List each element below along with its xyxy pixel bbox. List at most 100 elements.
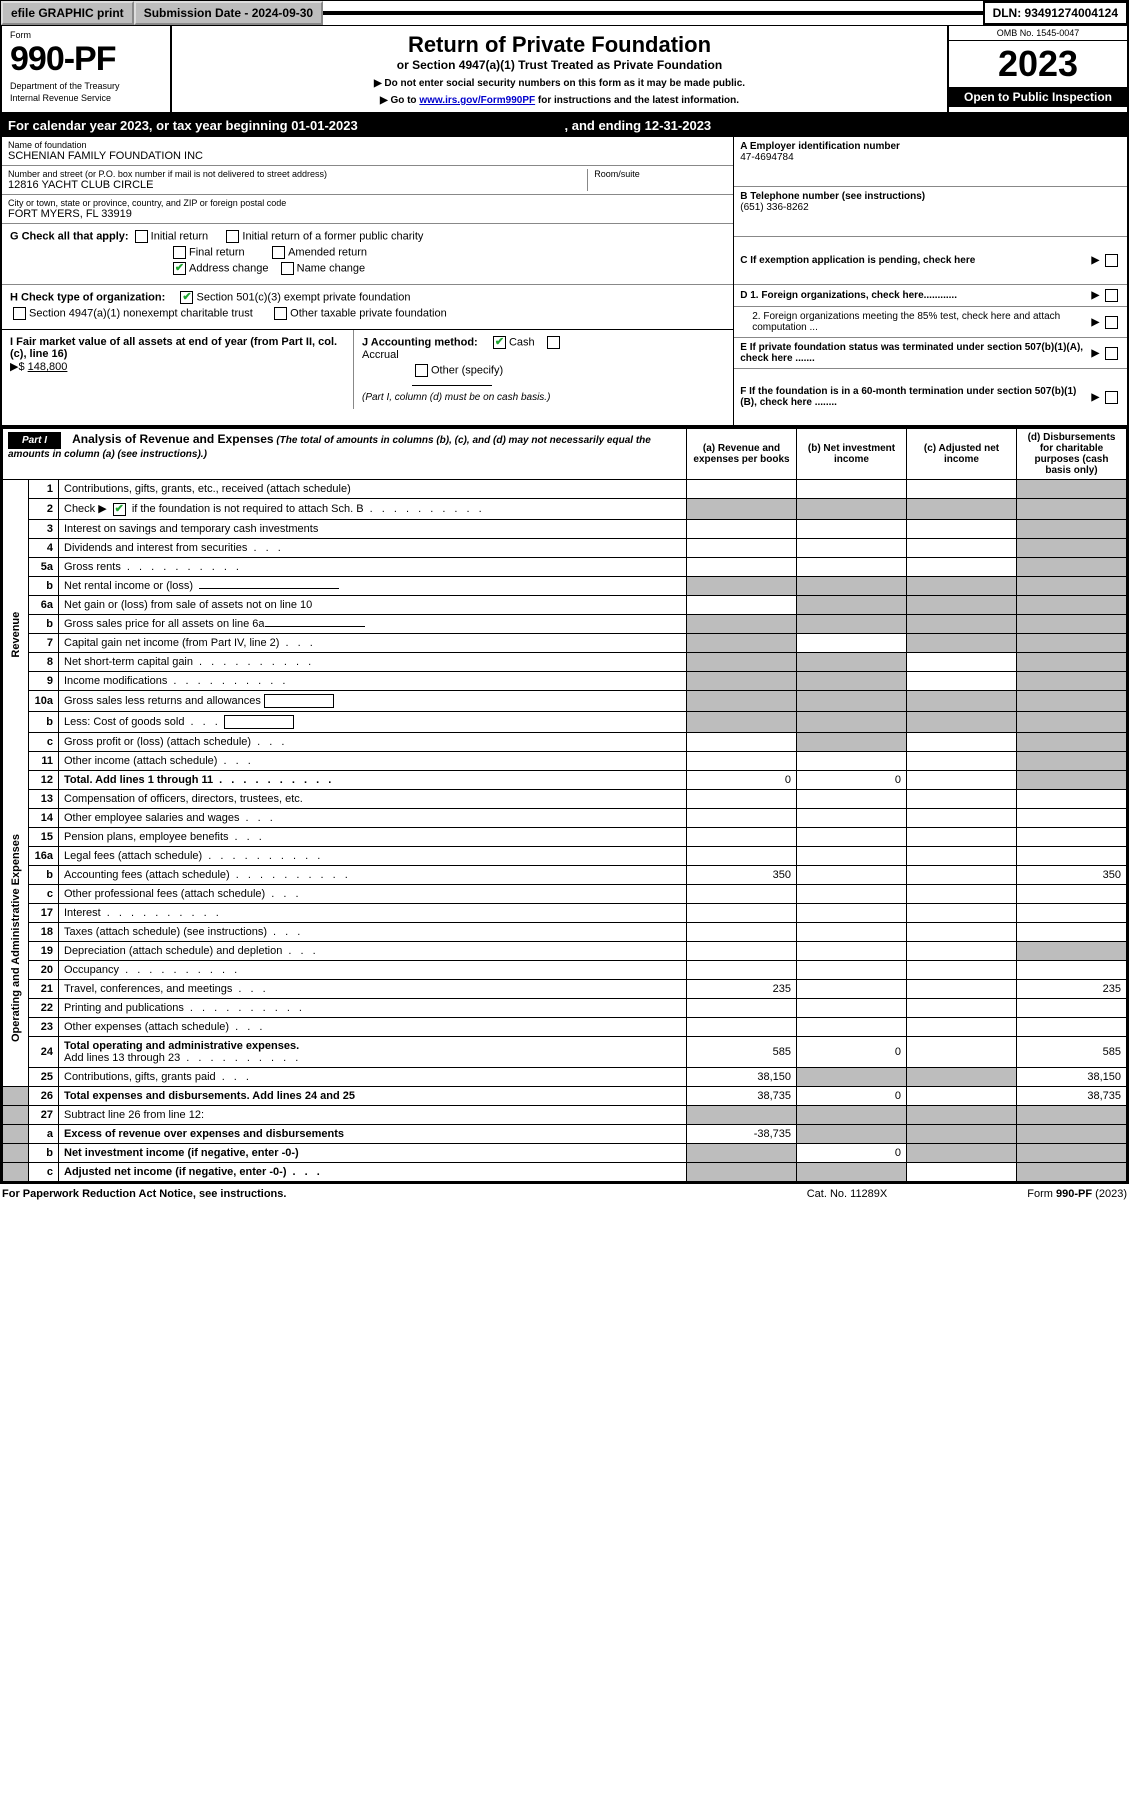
checkbox-other-taxable[interactable] bbox=[274, 307, 287, 320]
section-i-j: I Fair market value of all assets at end… bbox=[2, 329, 733, 409]
line-22: Printing and publications bbox=[59, 998, 687, 1017]
line-9: Income modifications bbox=[59, 671, 687, 690]
j-cash: Cash bbox=[509, 336, 535, 348]
j-other: Other (specify) bbox=[431, 364, 503, 376]
val-27b: 0 bbox=[797, 1143, 907, 1162]
col-d-header: (d) Disbursements for charitable purpose… bbox=[1017, 428, 1127, 480]
g-label: G Check all that apply: bbox=[10, 230, 129, 242]
goto-post: for instructions and the latest informat… bbox=[535, 95, 739, 106]
line-10c: Gross profit or (loss) (attach schedule) bbox=[59, 732, 687, 751]
year-box: OMB No. 1545-0047 2023 Open to Public In… bbox=[947, 26, 1127, 112]
part-i-title: Analysis of Revenue and Expenses bbox=[72, 432, 273, 446]
a-ein-value: 47-4694784 bbox=[740, 152, 793, 163]
checkbox-cash[interactable] bbox=[493, 336, 506, 349]
j-accrual: Accrual bbox=[362, 349, 399, 361]
catalog-number: Cat. No. 11289X bbox=[747, 1188, 947, 1200]
checkbox-accrual[interactable] bbox=[547, 336, 560, 349]
note-goto: ▶ Go to www.irs.gov/Form990PF for instru… bbox=[182, 95, 937, 106]
line-27c: Adjusted net income (if negative, enter … bbox=[59, 1162, 687, 1181]
checkbox-final-return[interactable] bbox=[173, 246, 186, 259]
checkbox-e[interactable] bbox=[1105, 347, 1118, 360]
foundation-name-label: Name of foundation bbox=[8, 140, 727, 150]
j-label: J Accounting method: bbox=[362, 336, 478, 348]
val-26b: 0 bbox=[797, 1086, 907, 1105]
line-15: Pension plans, employee benefits bbox=[59, 827, 687, 846]
line-25: Contributions, gifts, grants paid bbox=[59, 1067, 687, 1086]
checkbox-d2[interactable] bbox=[1105, 316, 1118, 329]
tax-year-begin: For calendar year 2023, or tax year begi… bbox=[8, 118, 565, 133]
dept-treasury: Department of the Treasury bbox=[10, 81, 162, 91]
part-i-table: Part I Analysis of Revenue and Expenses … bbox=[2, 427, 1127, 1182]
line-24: Total operating and administrative expen… bbox=[59, 1036, 687, 1067]
checkbox-c[interactable] bbox=[1105, 254, 1118, 267]
line-6b: Gross sales price for all assets on line… bbox=[59, 614, 687, 633]
h-label: H Check type of organization: bbox=[10, 291, 165, 303]
open-to-public: Open to Public Inspection bbox=[949, 87, 1127, 107]
checkbox-501c3[interactable] bbox=[180, 291, 193, 304]
tax-year: 2023 bbox=[949, 41, 1127, 87]
note-ssn: ▶ Do not enter social security numbers o… bbox=[182, 78, 937, 89]
line-3: Interest on savings and temporary cash i… bbox=[59, 519, 687, 538]
arrow-icon: ▶ bbox=[1092, 348, 1102, 359]
a-ein-label: A Employer identification number bbox=[740, 141, 900, 152]
arrow-icon: ▶ bbox=[1092, 392, 1102, 403]
g-initial: Initial return bbox=[151, 230, 208, 242]
checkbox-f[interactable] bbox=[1105, 391, 1118, 404]
line-4: Dividends and interest from securities bbox=[59, 538, 687, 557]
form-subtitle: or Section 4947(a)(1) Trust Treated as P… bbox=[182, 58, 937, 72]
b-phone-value: (651) 336-8262 bbox=[740, 202, 808, 213]
top-bar: efile GRAPHIC print Submission Date - 20… bbox=[0, 0, 1129, 26]
b-phone-label: B Telephone number (see instructions) bbox=[740, 191, 925, 202]
line-16b: Accounting fees (attach schedule) bbox=[59, 865, 687, 884]
calendar-year-row: For calendar year 2023, or tax year begi… bbox=[0, 114, 1129, 137]
checkbox-initial-return[interactable] bbox=[135, 230, 148, 243]
val-16b-a: 350 bbox=[687, 865, 797, 884]
line-14: Other employee salaries and wages bbox=[59, 808, 687, 827]
line-21: Travel, conferences, and meetings bbox=[59, 979, 687, 998]
dln-label: DLN: 93491274004124 bbox=[983, 1, 1128, 25]
line-19: Depreciation (attach schedule) and deple… bbox=[59, 941, 687, 960]
line-20: Occupancy bbox=[59, 960, 687, 979]
revenue-side-label: Revenue bbox=[3, 480, 29, 790]
foundation-name: SCHENIAN FAMILY FOUNDATION INC bbox=[8, 150, 727, 162]
topbar-spacer bbox=[323, 11, 982, 15]
g-amended: Amended return bbox=[288, 246, 367, 258]
i-label: I Fair market value of all assets at end… bbox=[10, 336, 337, 360]
form-title: Return of Private Foundation bbox=[182, 32, 937, 58]
line-7: Capital gain net income (from Part IV, l… bbox=[59, 633, 687, 652]
val-24d: 585 bbox=[1017, 1036, 1127, 1067]
efile-graphic-print-button[interactable]: efile GRAPHIC print bbox=[1, 1, 134, 25]
col-b-header: (b) Net investment income bbox=[797, 428, 907, 480]
val-25a: 38,150 bbox=[687, 1067, 797, 1086]
line-5a: Gross rents bbox=[59, 557, 687, 576]
h-trust: Section 4947(a)(1) nonexempt charitable … bbox=[29, 307, 253, 319]
line-5b: Net rental income or (loss) bbox=[59, 576, 687, 595]
address-value: 12816 YACHT CLUB CIRCLE bbox=[8, 179, 587, 191]
checkbox-sch-b[interactable] bbox=[113, 503, 126, 516]
val-21a: 235 bbox=[687, 979, 797, 998]
part-i-label: Part I bbox=[8, 432, 61, 449]
line-23: Other expenses (attach schedule) bbox=[59, 1017, 687, 1036]
d1-foreign-org: D 1. Foreign organizations, check here..… bbox=[740, 290, 1091, 301]
checkbox-address-change[interactable] bbox=[173, 262, 186, 275]
e-terminated: E If private foundation status was termi… bbox=[740, 342, 1091, 364]
val-12b: 0 bbox=[797, 770, 907, 789]
entity-info: Name of foundation SCHENIAN FAMILY FOUND… bbox=[0, 137, 1129, 427]
page-footer: For Paperwork Reduction Act Notice, see … bbox=[0, 1182, 1129, 1204]
checkbox-name-change[interactable] bbox=[281, 262, 294, 275]
city-cell: City or town, state or province, country… bbox=[2, 195, 733, 224]
form-number-box: Form 990-PF Department of the Treasury I… bbox=[2, 26, 172, 112]
form-footer-id: Form 990-PF (2023) bbox=[947, 1188, 1127, 1200]
val-16b-d: 350 bbox=[1017, 865, 1127, 884]
line-18: Taxes (attach schedule) (see instruction… bbox=[59, 922, 687, 941]
irs-form-link[interactable]: www.irs.gov/Form990PF bbox=[419, 95, 535, 106]
line-10a: Gross sales less returns and allowances bbox=[59, 690, 687, 711]
checkbox-d1[interactable] bbox=[1105, 289, 1118, 302]
checkbox-amended-return[interactable] bbox=[272, 246, 285, 259]
checkbox-4947a1[interactable] bbox=[13, 307, 26, 320]
checkbox-other-method[interactable] bbox=[415, 364, 428, 377]
checkbox-initial-former[interactable] bbox=[226, 230, 239, 243]
room-suite-label: Room/suite bbox=[594, 169, 727, 179]
val-27a: -38,735 bbox=[687, 1124, 797, 1143]
f-60month: F If the foundation is in a 60-month ter… bbox=[740, 386, 1091, 408]
